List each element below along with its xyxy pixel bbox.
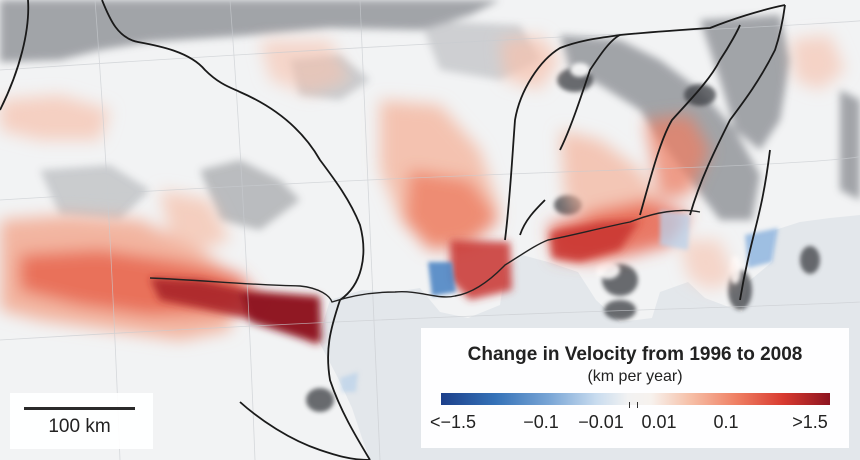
velocity-decrease-areas [340,210,778,392]
legend-tick-label: 0.01 [641,412,677,432]
legend-title: Change in Velocity from 1996 to 2008 [467,344,803,365]
scale-bar-box: 100 km [10,393,153,449]
scale-bar-label: 100 km [48,416,111,437]
basin-boundaries [0,0,786,460]
legend: Change in Velocity from 1996 to 2008 (km… [421,328,849,448]
legend-tick-label: −0.1 [523,412,559,432]
legend-color-ramp [441,393,830,405]
coastline [149,209,701,303]
legend-tick-mark [637,402,638,408]
legend-tick-mark [629,402,630,408]
legend-tick-label: 0.1 [713,412,739,432]
legend-subtitle: (km per year) [587,368,683,385]
legend-tick-label: >1.5 [792,412,828,432]
legend-tick-label: −0.01 [578,412,624,432]
scale-bar [24,407,135,410]
legend-tick-label: <−1.5 [429,412,477,432]
